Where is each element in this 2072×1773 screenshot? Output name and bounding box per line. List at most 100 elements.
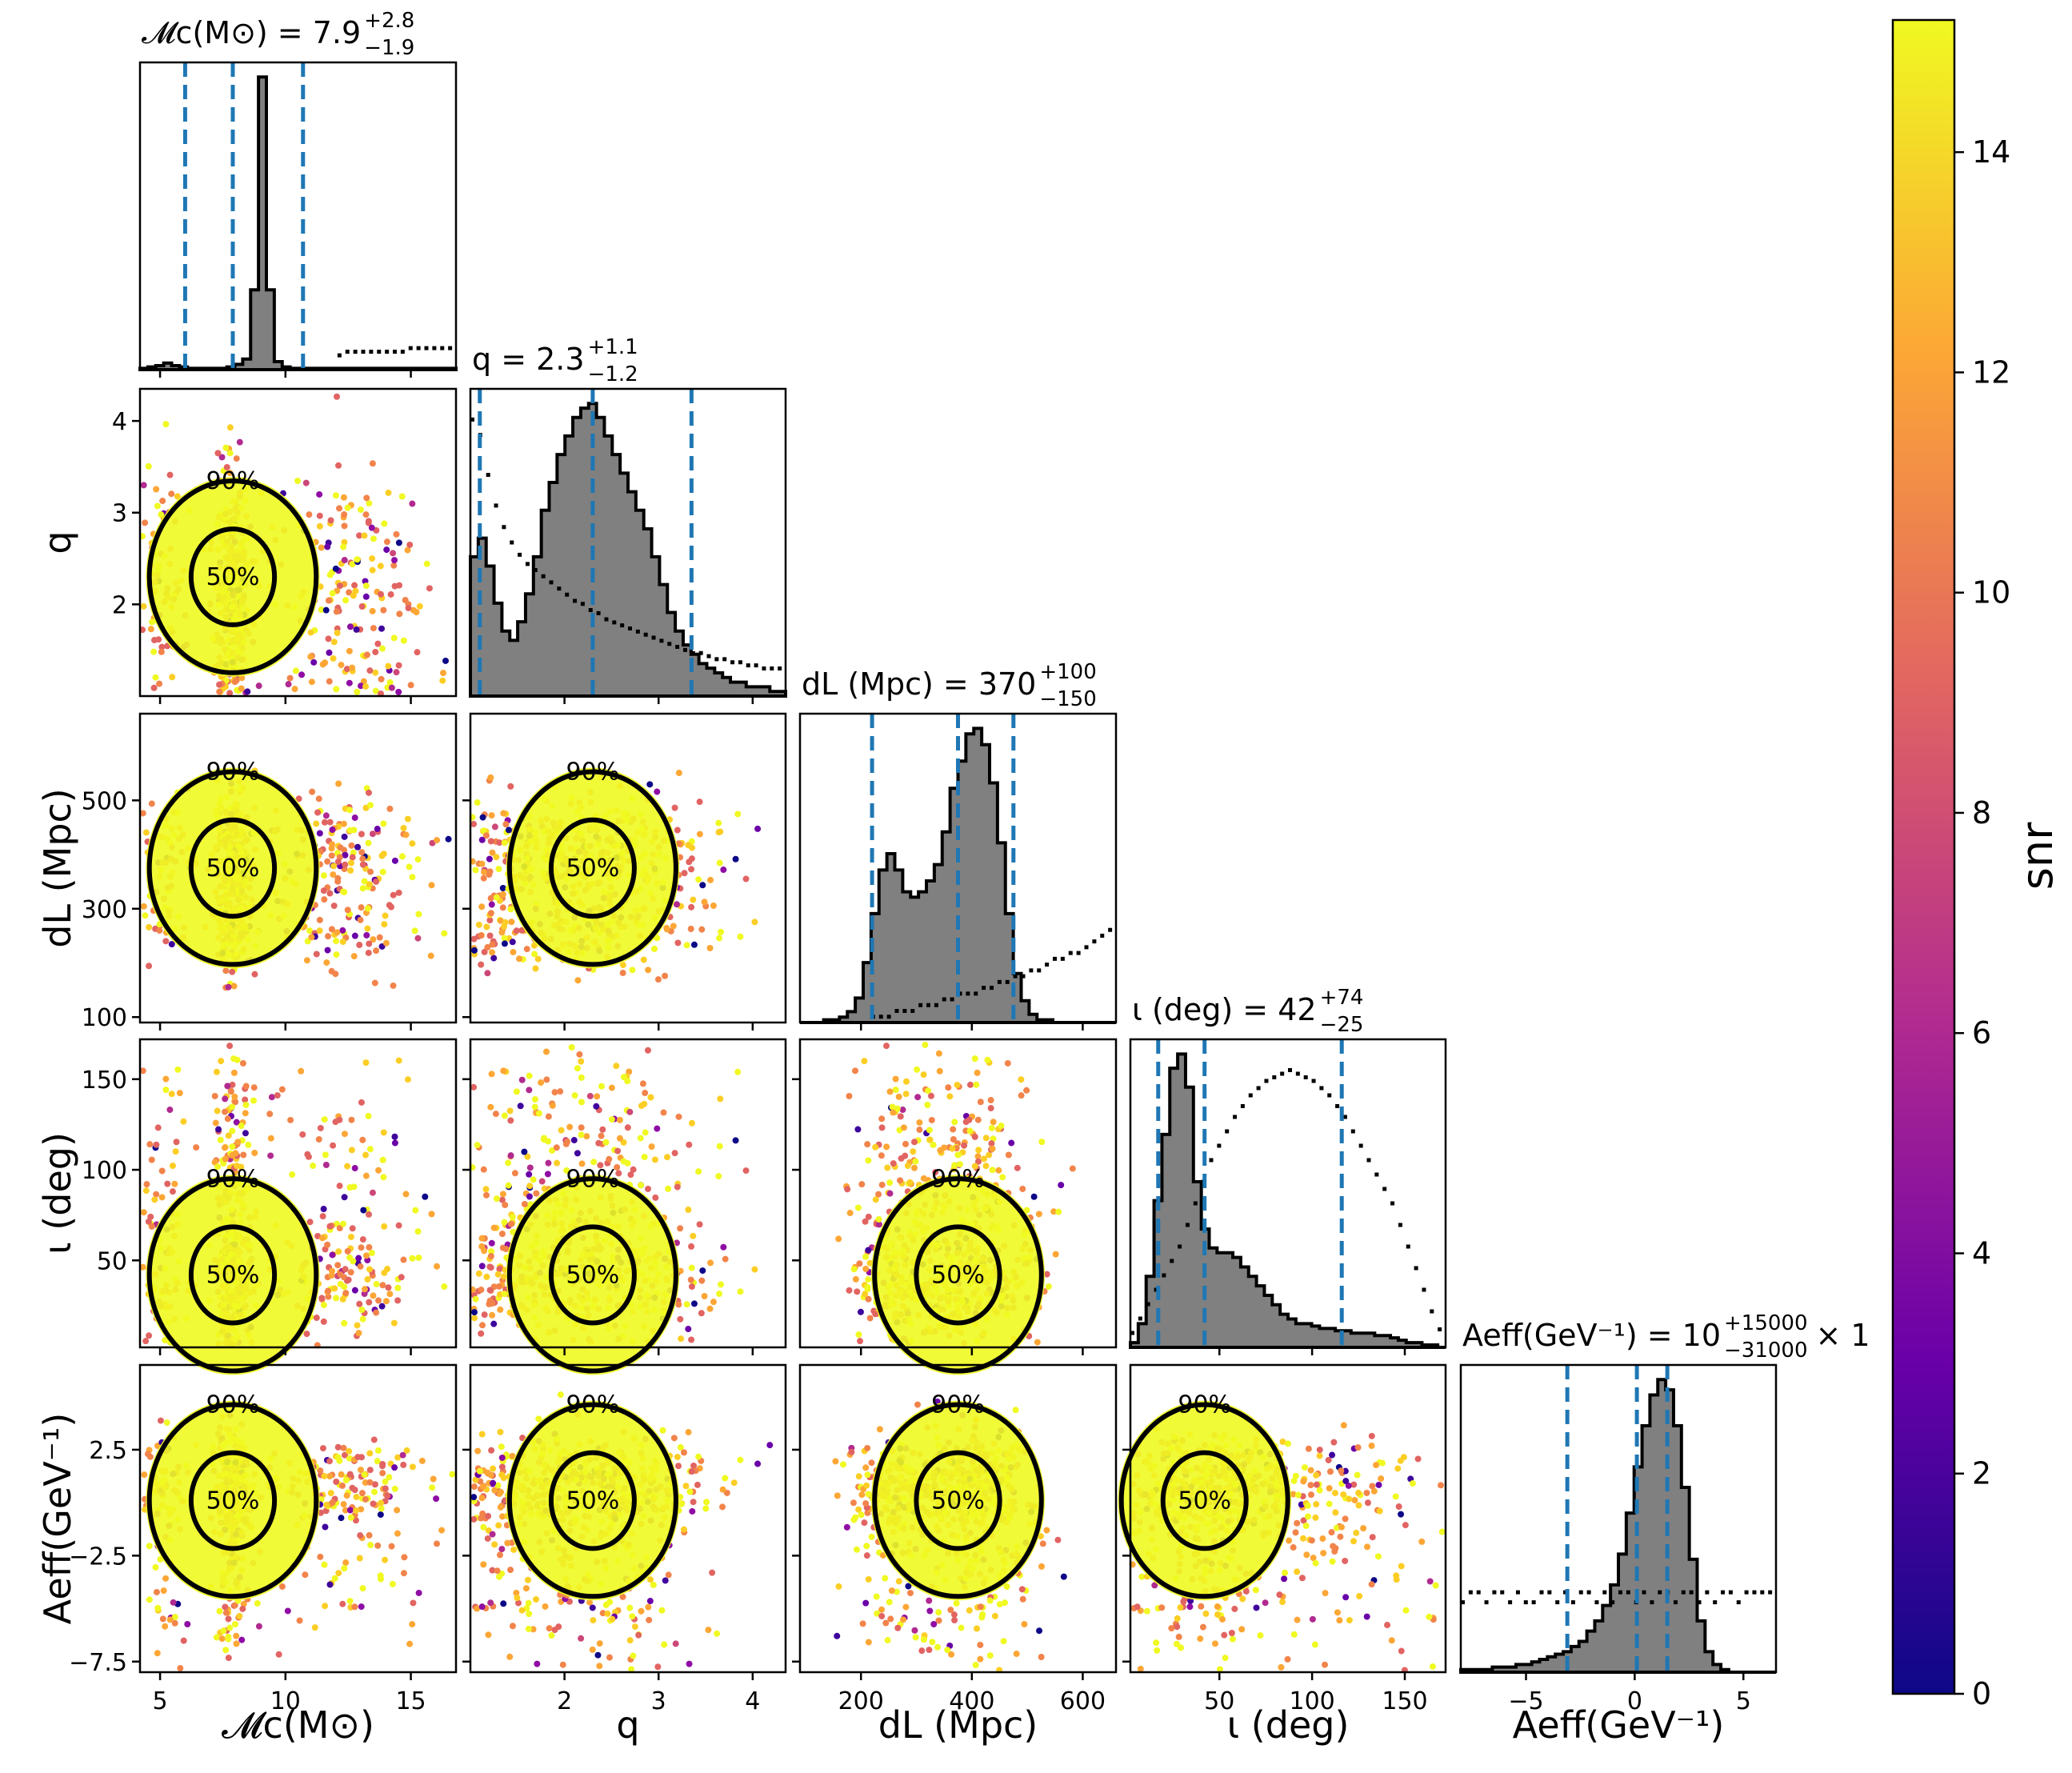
contour-90 bbox=[506, 769, 678, 967]
contour-90 bbox=[146, 1176, 319, 1374]
sample-point bbox=[150, 684, 158, 691]
sample-point bbox=[415, 1254, 422, 1261]
sample-point bbox=[218, 454, 226, 461]
sample-point bbox=[216, 688, 223, 695]
sample-point bbox=[339, 927, 346, 934]
sample-point bbox=[487, 910, 494, 917]
sample-point bbox=[688, 903, 695, 911]
sample-point bbox=[478, 1495, 486, 1502]
sample-point bbox=[665, 1185, 672, 1192]
sample-point bbox=[518, 1076, 526, 1083]
sample-point bbox=[434, 837, 441, 844]
sample-point bbox=[347, 1514, 354, 1521]
sample-point bbox=[386, 1291, 394, 1298]
sample-point bbox=[222, 444, 230, 451]
panel-Aeff-vs-q: 90%50%2 3 4 bbox=[462, 1363, 787, 1715]
sample-point bbox=[356, 1555, 363, 1562]
sample-point bbox=[470, 1515, 478, 1523]
contour-50 bbox=[188, 1224, 278, 1326]
sample-point bbox=[688, 1283, 695, 1291]
sample-point bbox=[330, 871, 337, 878]
sample-point bbox=[696, 830, 703, 838]
sample-point bbox=[578, 1131, 585, 1139]
sample-point bbox=[250, 1084, 258, 1091]
sample-point bbox=[897, 1177, 904, 1184]
sample-point bbox=[158, 648, 165, 655]
sample-point bbox=[334, 1262, 342, 1269]
sample-point bbox=[862, 1265, 870, 1272]
sample-point bbox=[506, 1653, 514, 1660]
sample-point bbox=[689, 1507, 696, 1515]
sample-point bbox=[719, 1486, 726, 1493]
sample-point bbox=[495, 1522, 502, 1529]
sample-point bbox=[370, 936, 377, 943]
contour-label-50: 50% bbox=[931, 1261, 985, 1289]
sample-point bbox=[486, 932, 494, 939]
sample-point bbox=[395, 1057, 402, 1064]
sample-point bbox=[313, 951, 320, 958]
sample-point bbox=[613, 1063, 620, 1070]
sample-point bbox=[327, 1490, 334, 1497]
sample-point bbox=[554, 1159, 561, 1167]
sample-point bbox=[362, 1059, 370, 1067]
sample-point bbox=[433, 1495, 440, 1503]
sample-point bbox=[642, 1129, 649, 1136]
sample-point bbox=[624, 1078, 631, 1085]
sample-point bbox=[377, 1572, 384, 1579]
sample-point bbox=[318, 606, 325, 614]
sample-point bbox=[1035, 1211, 1042, 1218]
axes-frame bbox=[798, 712, 1118, 1024]
sample-point bbox=[214, 1163, 222, 1171]
sample-point bbox=[379, 1470, 386, 1477]
sample-point bbox=[589, 1604, 596, 1611]
sample-point bbox=[267, 1152, 274, 1159]
sample-point bbox=[338, 1482, 346, 1489]
sample-point bbox=[487, 1103, 494, 1111]
sample-point bbox=[966, 1127, 974, 1135]
sample-point bbox=[365, 839, 372, 846]
sample-point bbox=[574, 977, 582, 984]
contour-label-90: 90% bbox=[566, 758, 620, 786]
sample-point bbox=[366, 1299, 373, 1306]
sample-point bbox=[236, 1612, 243, 1619]
sample-point bbox=[244, 688, 251, 695]
sample-point bbox=[483, 923, 490, 931]
sample-point bbox=[492, 1111, 499, 1118]
sample-point bbox=[497, 1306, 504, 1313]
sample-point bbox=[719, 1503, 726, 1511]
sample-point bbox=[606, 1654, 613, 1661]
sample-point bbox=[139, 810, 146, 817]
sample-point bbox=[664, 1154, 671, 1161]
sample-point bbox=[534, 1660, 541, 1667]
sample-point bbox=[329, 1499, 336, 1506]
sample-point bbox=[226, 424, 234, 431]
sample-point bbox=[140, 903, 147, 910]
sample-point bbox=[583, 1133, 590, 1140]
sample-point bbox=[321, 1561, 328, 1568]
sample-point bbox=[371, 1488, 378, 1495]
sample-point bbox=[385, 1284, 392, 1291]
axes-frame bbox=[138, 387, 458, 698]
sample-point bbox=[308, 934, 315, 941]
sample-point bbox=[296, 1617, 303, 1624]
sample-point bbox=[307, 629, 314, 636]
sample-point bbox=[154, 1604, 162, 1611]
sample-point bbox=[310, 1163, 317, 1170]
sample-point bbox=[251, 971, 258, 978]
sample-point bbox=[478, 1603, 486, 1611]
sample-point bbox=[400, 637, 407, 644]
sample-point bbox=[326, 890, 334, 897]
sample-point bbox=[614, 1147, 622, 1155]
sample-point bbox=[487, 774, 494, 781]
sample-point bbox=[900, 1124, 907, 1131]
sample-point bbox=[168, 1091, 175, 1098]
sample-point bbox=[532, 965, 539, 972]
sample-point bbox=[496, 839, 503, 846]
sample-point bbox=[370, 535, 377, 542]
sample-point bbox=[341, 1131, 348, 1138]
sample-point bbox=[233, 1640, 240, 1647]
sample-point bbox=[234, 1163, 241, 1170]
sample-point bbox=[415, 1589, 422, 1596]
sample-point bbox=[1069, 1165, 1076, 1172]
